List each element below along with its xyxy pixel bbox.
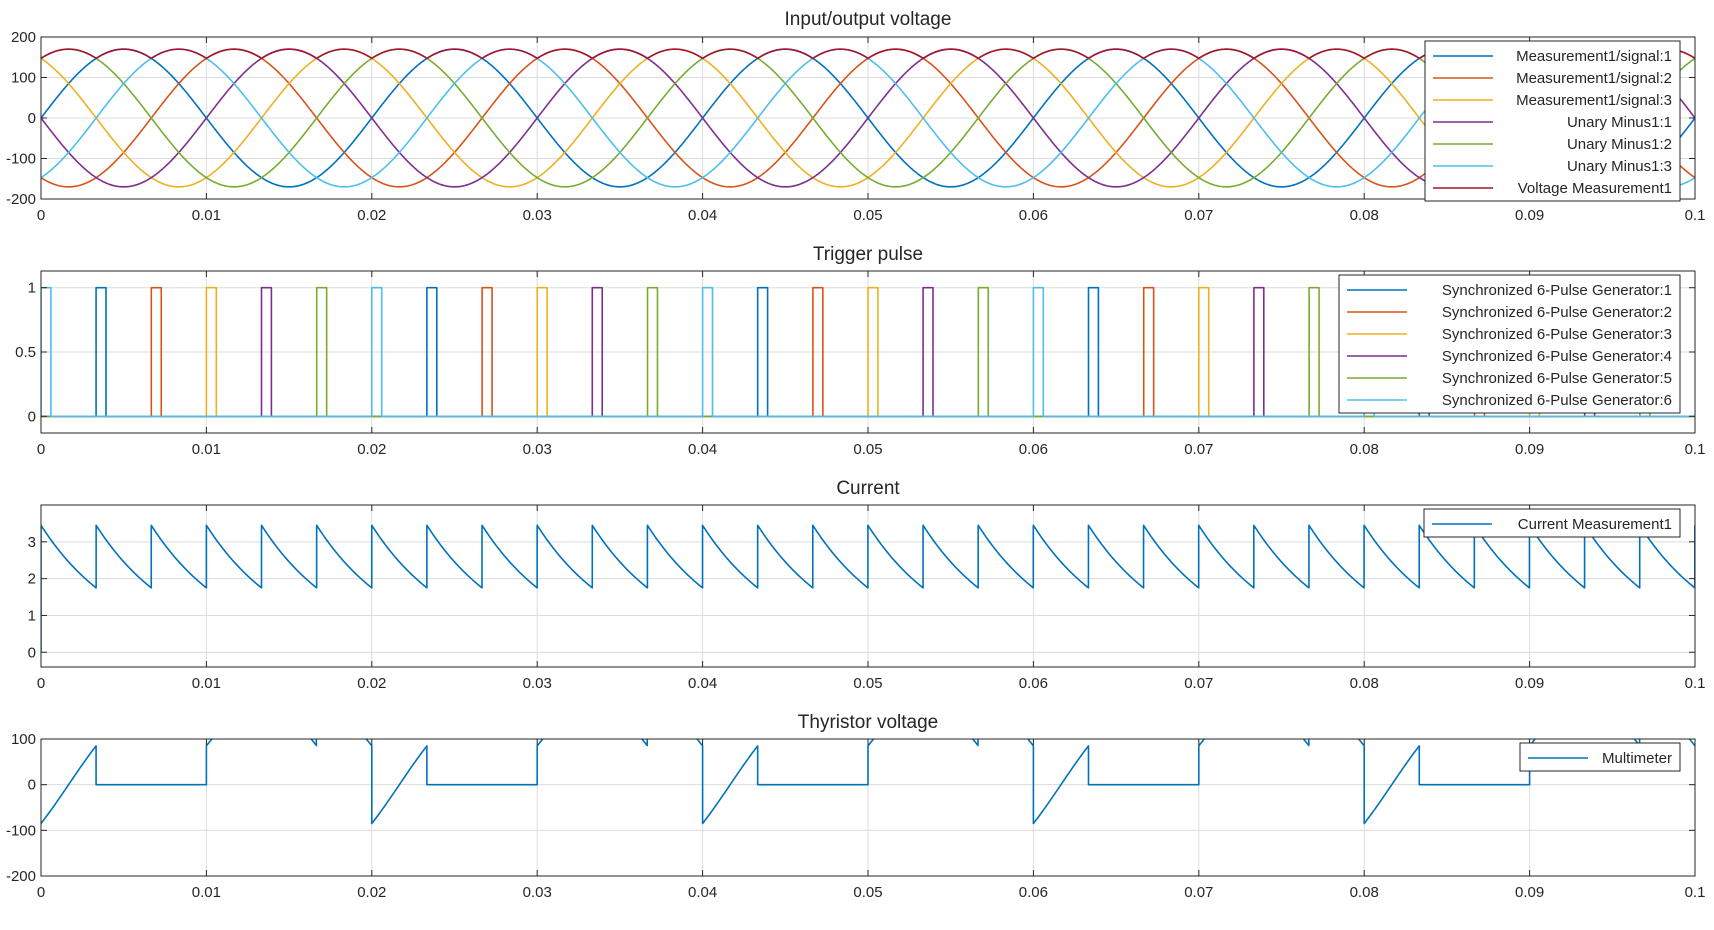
series-line-current-measurement1 [41, 524, 1695, 653]
y-tick-label: -100 [6, 151, 36, 168]
x-tick-label: 0.06 [1019, 675, 1048, 692]
legend-label: Synchronized 6-Pulse Generator:1 [1442, 282, 1672, 299]
legend-label: Measurement1/signal:1 [1516, 48, 1672, 65]
legend-label: Synchronized 6-Pulse Generator:3 [1442, 326, 1672, 343]
x-tick-label: 0.09 [1515, 207, 1544, 224]
series-line-voltage-measurement1 [41, 48, 1695, 60]
x-tick-label: 0.02 [357, 884, 386, 901]
x-tick-label: 0.01 [192, 675, 221, 692]
legend-label: Measurement1/signal:3 [1516, 92, 1672, 109]
legend-label: Synchronized 6-Pulse Generator:2 [1442, 304, 1672, 321]
x-tick-label: 0.01 [192, 207, 221, 224]
x-tick-label: 0.1 [1685, 207, 1706, 224]
legend-label: Synchronized 6-Pulse Generator:5 [1442, 370, 1672, 387]
chart-title: Trigger pulse [813, 244, 923, 265]
x-tick-label: 0.05 [853, 675, 882, 692]
y-tick-label: -200 [6, 191, 36, 208]
x-tick-label: 0.08 [1350, 675, 1379, 692]
x-tick-label: 0.06 [1019, 207, 1048, 224]
x-tick-label: 0.04 [688, 675, 717, 692]
x-tick-label: 0.07 [1184, 884, 1213, 901]
y-tick-label: 2 [28, 571, 36, 588]
x-tick-label: 0.07 [1184, 675, 1213, 692]
y-tick-label: 1 [28, 607, 36, 624]
y-tick-label: 0 [28, 110, 36, 127]
legend-label: Unary Minus1:3 [1567, 158, 1672, 175]
x-tick-label: 0.04 [688, 207, 717, 224]
legend-box [1423, 508, 1681, 538]
legend-label: Unary Minus1:2 [1567, 136, 1672, 153]
x-tick-label: 0.1 [1685, 441, 1706, 458]
x-tick-label: 0.03 [523, 207, 552, 224]
x-tick-label: 0.04 [688, 441, 717, 458]
chart-title: Thyristor voltage [798, 712, 938, 733]
y-tick-label: -100 [6, 822, 36, 839]
x-tick-label: 0.09 [1515, 884, 1544, 901]
legend: Synchronized 6-Pulse Generator:1 Synchron… [1338, 274, 1681, 414]
x-tick-label: 0.08 [1350, 207, 1379, 224]
y-tick-label: -200 [6, 868, 36, 885]
x-tick-label: 0.02 [357, 441, 386, 458]
y-tick-label: 3 [28, 534, 36, 551]
legend-box [1338, 274, 1681, 414]
x-tick-label: 0.02 [357, 675, 386, 692]
x-tick-label: 0.03 [523, 884, 552, 901]
panel-input-output-voltage: 0 0.01 0.02 0.03 0.04 0.05 0.06 0.07 0.08 0.09 0.1… [6, 9, 1705, 224]
x-tick-label: 0.04 [688, 884, 717, 901]
legend-label: Current Measurement1 [1518, 516, 1672, 533]
x-tick-label: 0 [37, 441, 45, 458]
panel-trigger-pulse: 0 0.01 0.02 0.03 0.04 0.05 0.06 0.07 0.08 0.09 0.1… [15, 244, 1705, 458]
y-tick-label: 100 [11, 731, 36, 748]
legend-label: Synchronized 6-Pulse Generator:4 [1442, 348, 1672, 365]
legend: Measurement1/signal:1 Measurement1/signal… [1424, 40, 1681, 202]
y-tick-label: 0.5 [15, 344, 36, 361]
y-tick-label: 0 [28, 408, 36, 425]
y-tick-label: 0 [28, 777, 36, 794]
x-tick-label: 0.09 [1515, 675, 1544, 692]
x-tick-label: 0.01 [192, 441, 221, 458]
x-tick-label: 0.05 [853, 441, 882, 458]
chart-title: Input/output voltage [785, 9, 952, 30]
x-tick-label: 0.06 [1019, 884, 1048, 901]
y-tick-label: 100 [11, 70, 36, 87]
x-tick-label: 0 [37, 675, 45, 692]
x-tick-label: 0.1 [1685, 675, 1706, 692]
legend-label: Unary Minus1:1 [1567, 114, 1672, 131]
x-tick-label: 0.01 [192, 884, 221, 901]
x-tick-label: 0.1 [1685, 884, 1706, 901]
chart-title: Current [836, 478, 900, 499]
panel-thyristor-voltage: 0 0.01 0.02 0.03 0.04 0.05 0.06 0.07 0.08 0.09 0.1… [6, 712, 1706, 901]
legend-label: Voltage Measurement1 [1518, 180, 1672, 197]
legend-box [1424, 40, 1681, 202]
x-tick-label: 0.05 [853, 207, 882, 224]
series-line-multimeter [41, 739, 1695, 825]
y-tick-label: 1 [28, 280, 36, 297]
x-tick-label: 0.06 [1019, 441, 1048, 458]
x-tick-label: 0.07 [1184, 441, 1213, 458]
legend-label: Multimeter [1602, 750, 1672, 767]
x-tick-label: 0.08 [1350, 884, 1379, 901]
x-tick-label: 0.08 [1350, 441, 1379, 458]
x-tick-label: 0.03 [523, 675, 552, 692]
legend-label: Measurement1/signal:2 [1516, 70, 1672, 87]
x-tick-label: 0.05 [853, 884, 882, 901]
legend: Multimeter [1519, 742, 1681, 772]
y-tick-label: 200 [11, 29, 36, 46]
x-tick-label: 0.07 [1184, 207, 1213, 224]
x-tick-label: 0 [37, 884, 45, 901]
panel-current: 0 0.01 0.02 0.03 0.04 0.05 0.06 0.07 0.08 0.09 0.1… [28, 478, 1706, 692]
y-tick-label: 0 [28, 644, 36, 661]
x-tick-label: 0.02 [357, 207, 386, 224]
x-tick-label: 0.09 [1515, 441, 1544, 458]
legend: Current Measurement1 [1423, 508, 1681, 538]
x-tick-label: 0 [37, 207, 45, 224]
legend-label: Synchronized 6-Pulse Generator:6 [1442, 392, 1672, 409]
legend-box [1519, 742, 1681, 772]
x-tick-label: 0.03 [523, 441, 552, 458]
